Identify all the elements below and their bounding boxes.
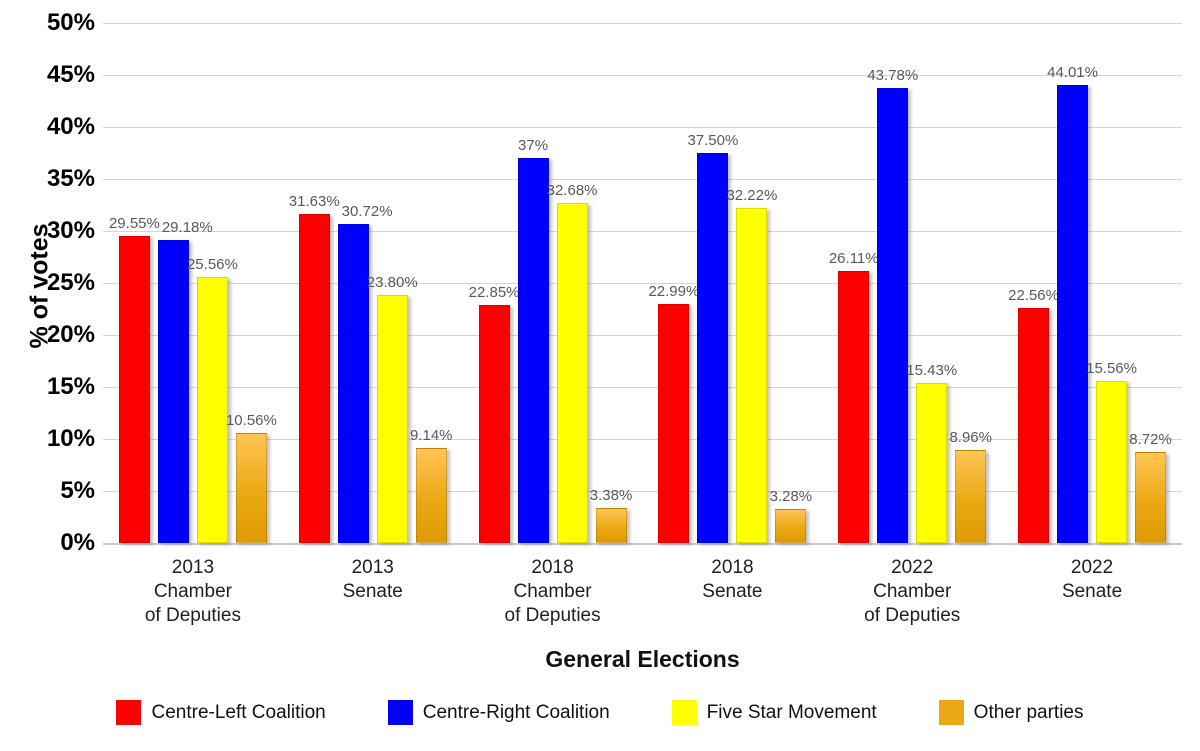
gridline xyxy=(103,231,1182,232)
data-label: 29.18% xyxy=(161,218,213,236)
data-label: 22.56% xyxy=(1008,287,1059,305)
gridline xyxy=(103,127,1182,128)
bar-centre-right-coalition: 37% xyxy=(517,137,549,543)
bar-centre-left-coalition: 22.99% xyxy=(648,283,699,543)
data-label: 30.72% xyxy=(341,202,393,220)
data-label: 32.22% xyxy=(726,186,778,204)
gridline xyxy=(103,23,1182,24)
data-label: 22.99% xyxy=(648,282,700,300)
y-tick-label: 45% xyxy=(46,61,95,88)
gridline xyxy=(103,179,1182,180)
data-label: 3.38% xyxy=(589,486,633,504)
y-tick-label: 0% xyxy=(60,529,95,556)
bar-centre-right-coalition: 44.01% xyxy=(1047,64,1098,543)
legend-item-centre-left-coalition: Centre-Left Coalition xyxy=(116,700,326,725)
bar-other-parties: 9.14% xyxy=(410,427,453,543)
bar-other-parties: 8.72% xyxy=(1129,431,1172,543)
legend-item-centre-right-coalition: Centre-Right Coalition xyxy=(387,700,610,725)
bar-centre-right-coalition: 37.50% xyxy=(687,132,738,543)
bar-group: 22.56% 44.01% 15.56% 8.72% xyxy=(1002,23,1182,543)
y-tick-label: 5% xyxy=(60,477,95,504)
bar-centre-right-coalition: 30.72% xyxy=(337,203,393,543)
legend-label: Centre-Right Coalition xyxy=(422,701,610,723)
bar-centre-left-coalition: 22.85% xyxy=(469,284,520,543)
bar-other-parties: 3.28% xyxy=(770,488,812,543)
bar-group: 26.11% 43.78% 15.43% 8.96% xyxy=(822,23,1002,543)
bar-five-star-movement: 25.56% xyxy=(187,256,238,543)
legend-swatch xyxy=(938,700,964,725)
legend-label: Other parties xyxy=(973,701,1084,723)
legend-swatch xyxy=(671,700,697,725)
x-category-label: 2018 Senate xyxy=(702,557,763,602)
y-tick-label: 15% xyxy=(46,373,95,400)
bar-centre-left-coalition: 29.55% xyxy=(109,215,160,543)
x-category-label: 2013 Senate xyxy=(342,557,403,602)
x-category-label: 2018 Chamber of Deputies xyxy=(504,557,601,626)
x-axis-category-labels: 2013 Chamber of Deputies 2013 Senate 2018 Cham… xyxy=(103,556,1182,628)
bar-other-parties: 3.38% xyxy=(590,487,632,543)
y-tick-label: 40% xyxy=(46,113,95,140)
y-tick-label: 50% xyxy=(46,9,95,36)
bar-centre-left-coalition: 26.11% xyxy=(829,250,879,543)
bar-other-parties: 8.96% xyxy=(949,429,992,543)
data-label: 32.68% xyxy=(546,182,598,200)
x-category-label: 2022 Chamber of Deputies xyxy=(864,557,961,626)
legend-item-other-parties: Other parties xyxy=(938,700,1084,725)
data-label: 10.56% xyxy=(225,412,277,430)
data-label: 3.28% xyxy=(769,487,813,505)
x-axis-title: General Elections xyxy=(545,646,740,672)
y-tick-label: 25% xyxy=(46,269,95,296)
bar-centre-right-coalition: 29.18% xyxy=(157,219,213,543)
legend-swatch xyxy=(387,700,413,725)
legend-swatch xyxy=(116,700,142,725)
data-label: 25.56% xyxy=(186,256,238,274)
gridline xyxy=(103,439,1182,440)
data-label: 37.50% xyxy=(687,132,739,149)
data-label: 29.55% xyxy=(108,214,160,232)
bar-group: 22.99% 37.50% 32.22% 3.28% xyxy=(642,23,822,543)
bar-five-star-movement: 15.56% xyxy=(1086,360,1137,543)
data-label: 22.85% xyxy=(468,284,520,302)
bar-five-star-movement: 32.22% xyxy=(726,187,777,543)
bar-five-star-movement: 23.80% xyxy=(367,274,418,543)
plot-area: 29.55% 29.18% 25.56% 10.56% 31.63% 30.72% 23.8… xyxy=(103,23,1182,545)
bar-five-star-movement: 32.68% xyxy=(547,182,598,543)
bar-five-star-movement: 15.43% xyxy=(906,362,957,543)
data-label: 9.14% xyxy=(409,426,453,444)
bar-group: 31.63% 30.72% 23.80% 9.14% xyxy=(283,23,463,543)
data-label: 26.11% xyxy=(828,250,879,268)
legend-label: Centre-Left Coalition xyxy=(151,701,326,723)
gridline xyxy=(103,491,1182,492)
data-label: 23.80% xyxy=(366,274,418,292)
bar-group: 29.55% 29.18% 25.56% 10.56% xyxy=(103,23,283,543)
data-label: 8.72% xyxy=(1129,431,1172,449)
data-label: 44.01% xyxy=(1047,64,1098,82)
legend-item-five-star-movement: Five Star Movement xyxy=(671,700,877,725)
data-label: 37% xyxy=(518,137,549,155)
gridline xyxy=(103,283,1182,284)
legend-label: Five Star Movement xyxy=(706,701,877,723)
bar-groups: 29.55% 29.18% 25.56% 10.56% 31.63% 30.72% 23.8… xyxy=(103,23,1182,543)
y-tick-label: 30% xyxy=(46,217,95,244)
data-label: 15.43% xyxy=(906,361,958,379)
y-tick-label: 35% xyxy=(46,165,95,192)
bar-group: 22.85% 37% 32.68% 3.38% xyxy=(463,23,643,543)
bar-other-parties: 10.56% xyxy=(226,412,277,543)
bar-centre-right-coalition: 43.78% xyxy=(867,67,918,543)
x-category-label: 2013 Chamber of Deputies xyxy=(144,557,241,626)
data-label: 31.63% xyxy=(288,193,340,211)
data-label: 15.56% xyxy=(1086,360,1137,378)
bar-centre-left-coalition: 22.56% xyxy=(1008,287,1059,543)
bar-centre-left-coalition: 31.63% xyxy=(289,193,340,543)
gridline xyxy=(103,387,1182,388)
y-tick-label: 10% xyxy=(46,425,95,452)
legend: Centre-Left Coalition Centre-Right Coalit… xyxy=(0,700,1200,725)
data-label: 43.78% xyxy=(867,66,919,84)
gridline xyxy=(103,75,1182,76)
y-tick-label: 20% xyxy=(46,321,95,348)
gridline xyxy=(103,335,1182,336)
x-category-label: 2022 Senate xyxy=(1061,557,1123,602)
data-label: 8.96% xyxy=(949,428,992,446)
